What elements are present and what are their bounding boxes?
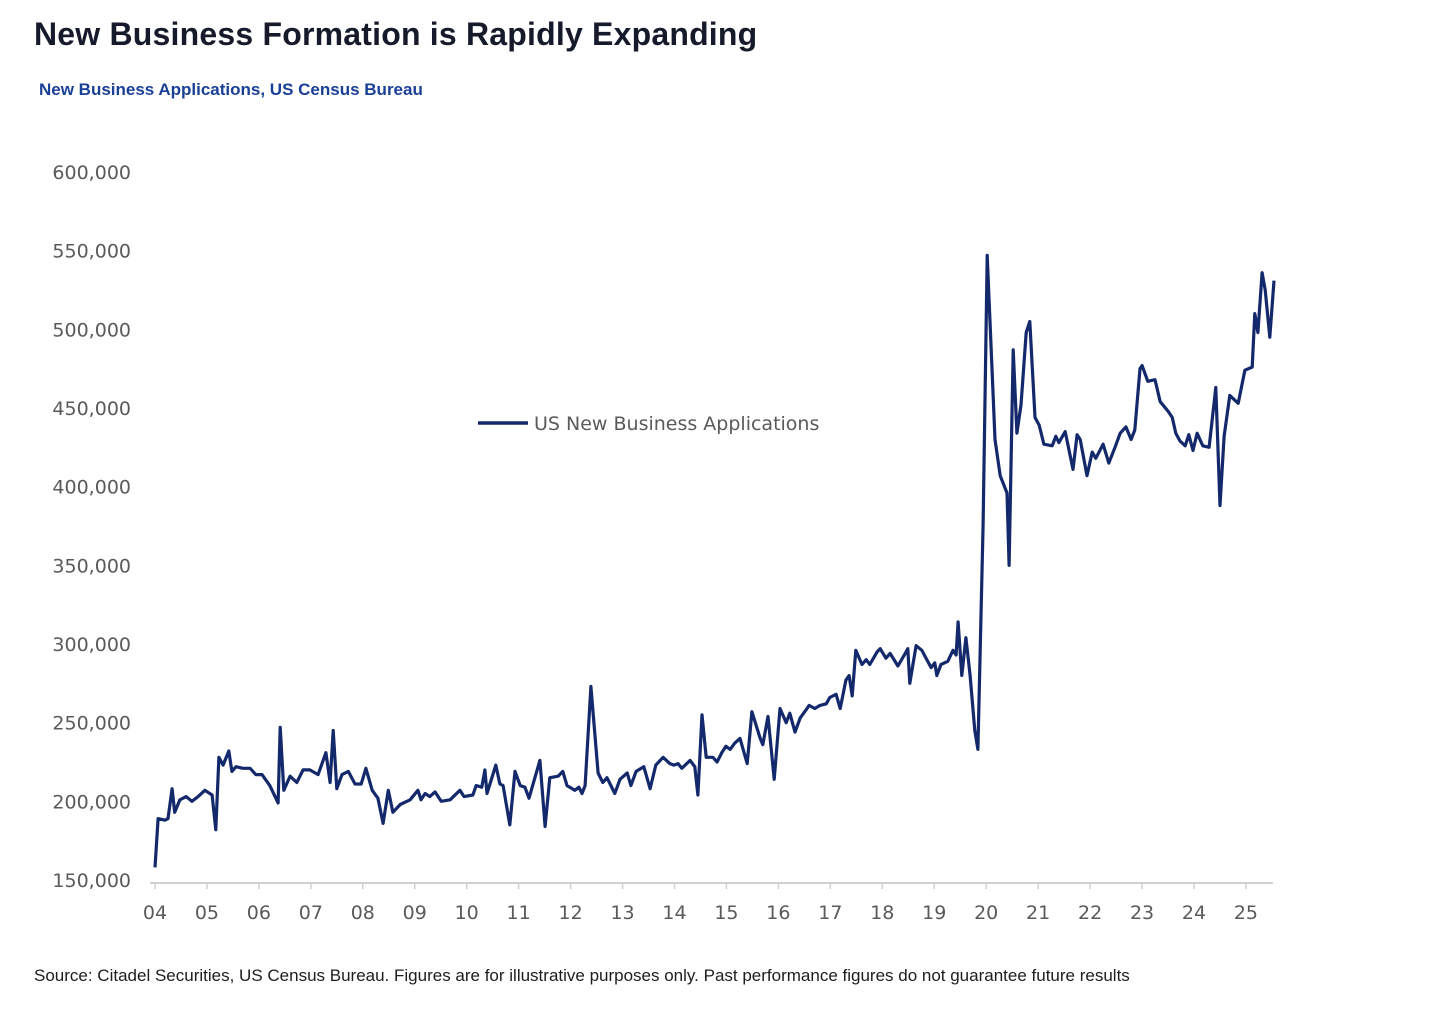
y-tick-label: 200,000 (52, 791, 131, 813)
x-tick-label: 07 (299, 902, 323, 924)
y-tick-label: 550,000 (52, 241, 131, 263)
series-group (153, 253, 1276, 868)
y-axis: 150,000 200,000 250,000 300,000 350,000 400,0… (52, 162, 131, 892)
x-tick-label: 25 (1234, 902, 1258, 924)
x-tick-label: 13 (610, 902, 634, 924)
legend: US New Business Applications (478, 413, 819, 435)
x-tick-label: 12 (559, 902, 583, 924)
x-tick-label: 10 (455, 902, 479, 924)
legend-label: US New Business Applications (534, 413, 819, 435)
y-tick-label: 450,000 (52, 398, 131, 420)
y-tick-label: 500,000 (52, 319, 131, 341)
x-tick-label: 14 (662, 902, 686, 924)
x-tick-label: 16 (766, 902, 790, 924)
page-title: New Business Formation is Rapidly Expand… (34, 16, 758, 52)
x-tick-label: 11 (507, 902, 531, 924)
x-tick-label: 08 (351, 902, 375, 924)
y-tick-label: 150,000 (52, 870, 131, 892)
chart-subtitle: New Business Applications, US Census Bur… (39, 80, 423, 99)
source-note: Source: Citadel Securities, US Census Bu… (34, 966, 1130, 985)
x-tick-label: 21 (1026, 902, 1050, 924)
y-tick-label: 350,000 (52, 555, 131, 577)
x-axis: 04 05 06 07 08 09 10 11 12 13 14 15 16 17 18 19 20 21 22 23… (143, 882, 1273, 924)
y-tick-label: 250,000 (52, 713, 131, 735)
x-tick-label: 22 (1078, 902, 1102, 924)
x-tick-label: 09 (403, 902, 427, 924)
x-tick-label: 24 (1182, 902, 1206, 924)
x-tick-label: 04 (143, 902, 167, 924)
x-tick-label: 19 (922, 902, 946, 924)
series-line (153, 253, 1276, 868)
y-tick-label: 600,000 (52, 162, 131, 184)
x-tick-label: 05 (195, 902, 219, 924)
x-tick-label: 23 (1130, 902, 1154, 924)
y-tick-label: 400,000 (52, 477, 131, 499)
y-tick-label: 300,000 (52, 634, 131, 656)
x-tick-label: 06 (247, 902, 271, 924)
x-tick-label: 15 (714, 902, 738, 924)
x-tick-label: 18 (870, 902, 894, 924)
x-tick-label: 20 (974, 902, 998, 924)
x-tick-label: 17 (818, 902, 842, 924)
